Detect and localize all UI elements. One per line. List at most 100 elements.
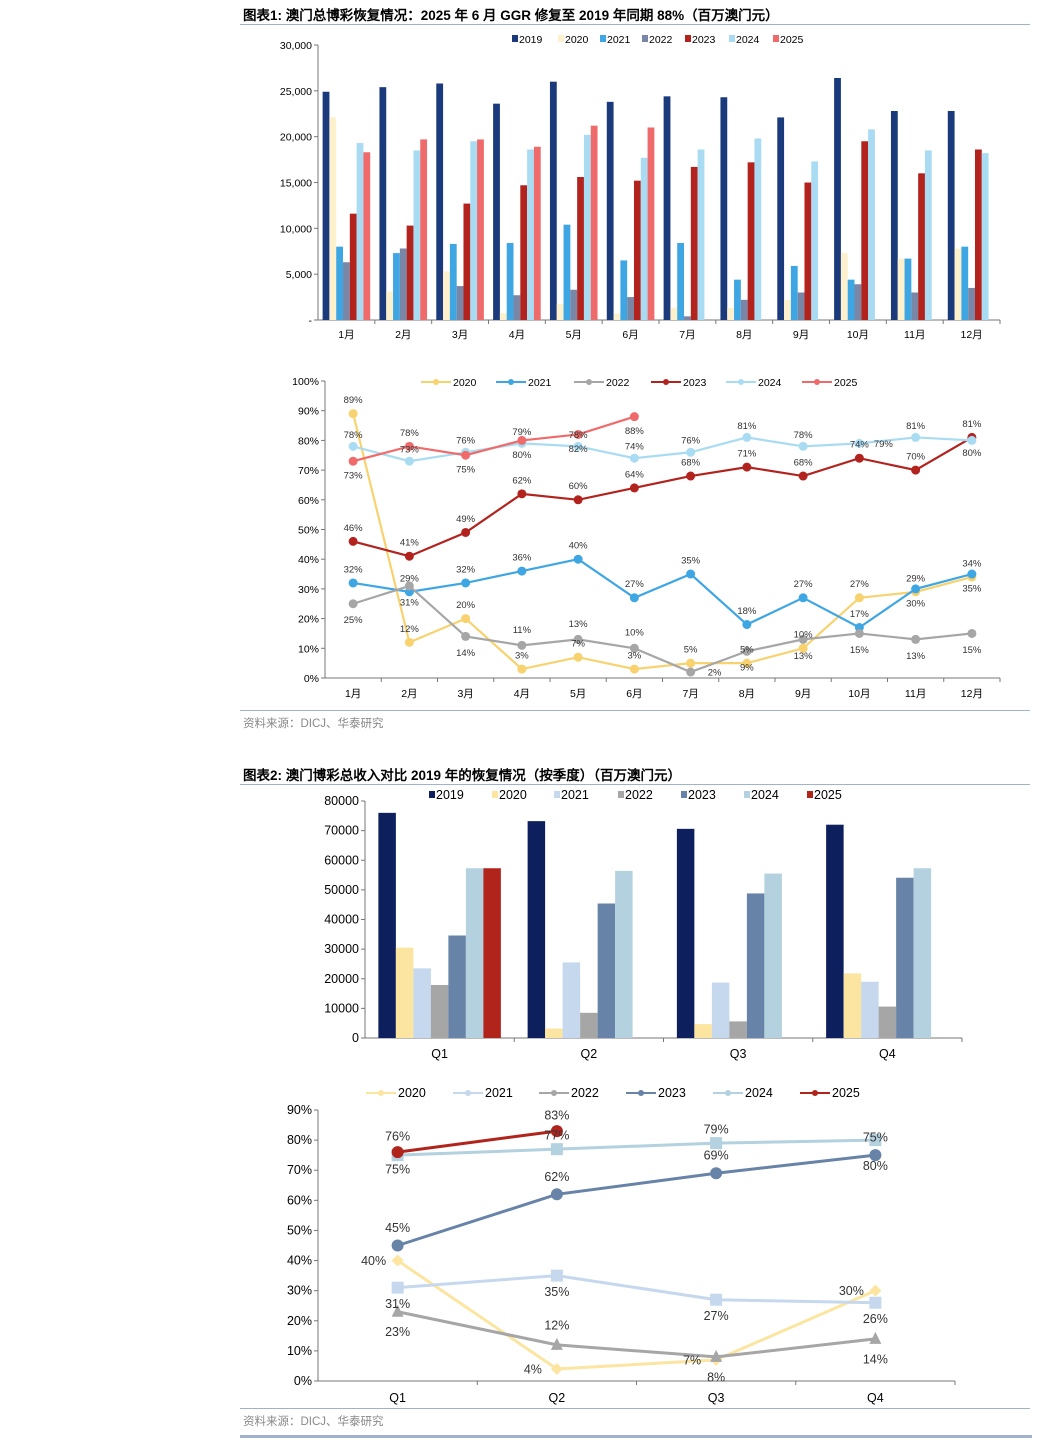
- point-2024: [854, 438, 864, 448]
- chart-3-bars: [378, 812, 932, 1038]
- bar-2021: [506, 243, 514, 320]
- y-tick-label: 60%: [298, 495, 319, 507]
- point-2025: [629, 412, 639, 422]
- y-tick-label: 20000: [324, 972, 359, 986]
- point-2020: [404, 637, 414, 647]
- legend-swatch: [685, 35, 691, 42]
- line-series-2020: [396, 1259, 876, 1371]
- data-label: 27%: [625, 579, 645, 590]
- data-label: 78%: [344, 430, 364, 441]
- point-2020: [550, 1362, 563, 1375]
- chart-3-legend: 2019 2020 2021 2022 2023 2024 2025: [429, 788, 842, 802]
- bar-2024: [583, 134, 591, 320]
- legend-label: 2023: [692, 34, 716, 46]
- bar-2023: [861, 141, 869, 320]
- chart-1-axes: - 5,000 10,000 15,000 20,000 25,000 30,000 1月 2月…: [280, 40, 1001, 341]
- data-label: 64%: [625, 469, 645, 480]
- data-label: 10%: [625, 628, 645, 639]
- data-label: 20%: [456, 600, 476, 611]
- point-2020: [854, 593, 864, 603]
- bar-2019: [493, 103, 500, 321]
- bar-2021: [449, 243, 457, 320]
- bar-2021: [413, 968, 431, 1038]
- point-2021: [798, 593, 808, 603]
- bar-2025: [483, 868, 501, 1038]
- bar-2019: [549, 81, 557, 321]
- data-label: 36%: [512, 553, 532, 564]
- bar-2023: [896, 877, 914, 1038]
- bar-2021: [734, 279, 741, 320]
- line-series-2022: [397, 1310, 876, 1359]
- line-series-2025: [397, 1129, 558, 1154]
- bar-2025: [477, 139, 484, 320]
- x-tick-label: Q4: [867, 1391, 884, 1405]
- bar-2019: [947, 111, 955, 320]
- data-label: 76%: [456, 436, 476, 447]
- legend-label: 2021: [528, 377, 552, 389]
- chart-4-lines: [391, 1125, 882, 1375]
- point-2025: [517, 435, 527, 445]
- data-label: 71%: [737, 449, 757, 460]
- data-label: 17%: [850, 609, 870, 620]
- point-2024: [573, 441, 583, 451]
- y-tick-label: 10000: [324, 1001, 359, 1015]
- point-2025: [391, 1146, 404, 1159]
- data-label: 73%: [400, 445, 420, 456]
- line-series-2023: [397, 1153, 876, 1247]
- point-2020: [742, 658, 752, 668]
- data-label: 31%: [385, 1297, 410, 1311]
- point-2021: [629, 593, 639, 603]
- chart-2-data-labels: 89% 12% 20% 3% 7% 3% 5% 5% 10% 27% 29% 34% 32% 29% 32%…: [344, 395, 982, 678]
- legend-label: 2025: [814, 788, 842, 802]
- x-tick-label: 11月: [905, 688, 926, 700]
- line-series-2020: [352, 413, 973, 671]
- point-2020: [517, 664, 527, 674]
- bar-2025: [647, 127, 655, 320]
- legend-label: 2023: [688, 788, 716, 802]
- point-2022: [710, 1349, 723, 1362]
- chart-3-axes: 0 10000 20000 30000 40000 50000 60000 70000 8000…: [324, 794, 963, 1061]
- legend-swatch: [492, 791, 498, 798]
- legend-marker: [725, 1090, 731, 1096]
- x-tick-label: 6月: [622, 329, 638, 341]
- data-label: 40%: [569, 541, 589, 552]
- data-label: 12%: [400, 624, 420, 635]
- data-label: 41%: [400, 538, 420, 549]
- chart-1-bars: [322, 78, 989, 321]
- data-label: 3%: [515, 651, 529, 662]
- data-label: 78%: [400, 428, 420, 439]
- point-2021: [686, 569, 696, 579]
- point-2023: [869, 1149, 882, 1162]
- point-2021: [710, 1293, 723, 1306]
- point-2023: [348, 536, 358, 546]
- data-label: 15%: [962, 645, 982, 656]
- y-tick-label: 30,000: [280, 40, 312, 52]
- data-label: 32%: [344, 564, 364, 575]
- x-tick-label: 4月: [509, 329, 525, 341]
- figure-1-title: 图表1: 澳门总博彩恢复情况：2025 年 6 月 GGR 修复至 2019 年…: [243, 8, 779, 23]
- bar-2022: [570, 289, 578, 320]
- legend-marker: [551, 1090, 557, 1096]
- legend-label: 2020: [398, 1086, 426, 1100]
- point-2021: [573, 554, 583, 564]
- y-tick-label: -: [309, 315, 313, 327]
- point-2021: [967, 569, 977, 579]
- bar-2023: [597, 903, 616, 1038]
- data-label: 74%: [625, 442, 645, 453]
- chart-2-lines: [348, 409, 977, 677]
- legend-label: 2021: [561, 788, 589, 802]
- legend-swatch: [429, 791, 435, 798]
- data-label: 18%: [737, 606, 757, 617]
- point-2020: [629, 664, 639, 674]
- y-tick-label: 70%: [287, 1163, 312, 1177]
- point-2020: [391, 1254, 404, 1267]
- line-series-2023: [352, 436, 973, 558]
- bar-2020: [727, 307, 735, 320]
- data-label: 78%: [794, 430, 814, 441]
- bar-2020: [840, 253, 848, 320]
- bar-2023: [520, 185, 528, 320]
- legend-label: 2025: [834, 377, 858, 389]
- point-2021: [911, 584, 921, 594]
- y-tick-label: 0: [352, 1031, 359, 1045]
- bar-2021: [563, 224, 571, 320]
